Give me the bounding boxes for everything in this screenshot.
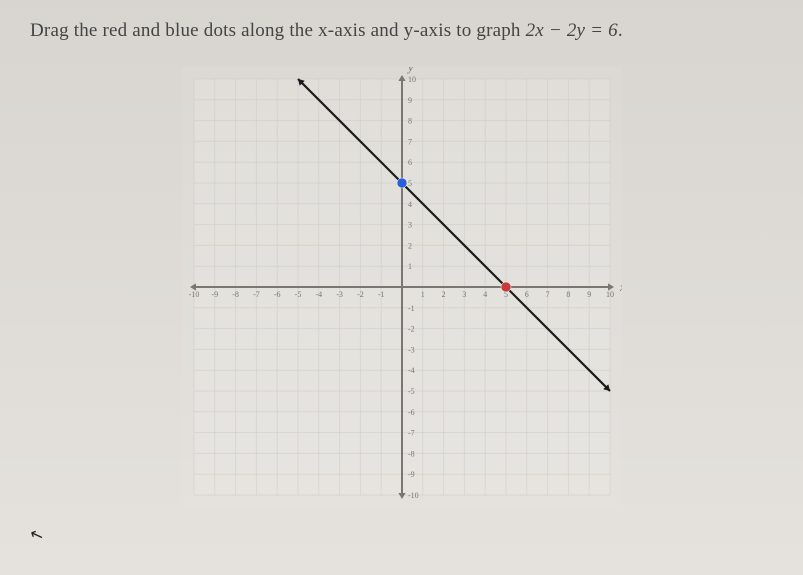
y-tick-label: 1	[408, 262, 412, 271]
y-tick-label: -10	[408, 491, 419, 500]
red-dot[interactable]	[501, 282, 511, 292]
y-tick-label: 8	[408, 117, 412, 126]
x-tick-label: -9	[211, 290, 218, 299]
cursor-icon: ↖	[27, 523, 46, 546]
y-tick-label: -3	[408, 345, 415, 354]
y-tick-label: -5	[408, 387, 415, 396]
x-tick-label: -3	[336, 290, 343, 299]
x-tick-label: -10	[188, 290, 199, 299]
x-tick-label: -6	[273, 290, 280, 299]
x-tick-label: -8	[232, 290, 239, 299]
instruction-prefix: Drag the red and blue dots along the x-a…	[30, 20, 526, 41]
x-tick-label: 7	[545, 290, 549, 299]
instruction-text: Drag the red and blue dots along the x-a…	[30, 20, 773, 42]
y-tick-label: 5	[408, 179, 412, 188]
y-axis-arrow-down	[398, 493, 405, 499]
x-tick-label: 2	[441, 290, 445, 299]
graph-svg: -10 -9 -8 -7 -6 -5 -4 -3 -2 -1 1 2 3 4 5 6 7 8 9 10 -10 -9 -8 -…	[182, 67, 622, 507]
y-tick-label: 9	[408, 96, 412, 105]
y-tick-label: 2	[408, 241, 412, 250]
y-tick-label: -7	[408, 429, 415, 438]
blue-dot[interactable]	[397, 178, 407, 188]
y-tick-label: 6	[408, 158, 412, 167]
x-tick-label: 1	[420, 290, 424, 299]
x-tick-label: 4	[483, 290, 487, 299]
x-tick-label: -4	[315, 290, 322, 299]
y-tick-label: -2	[408, 325, 415, 334]
y-tick-label: -6	[408, 408, 415, 417]
coordinate-graph[interactable]: -10 -9 -8 -7 -6 -5 -4 -3 -2 -1 1 2 3 4 5 6 7 8 9 10 -10 -9 -8 -…	[182, 67, 622, 507]
x-tick-label: 3	[462, 290, 466, 299]
x-tick-label: 10	[606, 290, 614, 299]
x-tick-label: -7	[253, 290, 260, 299]
y-axis-arrow-up	[398, 75, 405, 81]
y-tick-label: 7	[408, 137, 412, 146]
x-axis-label: x	[619, 280, 622, 294]
graph-container: -10 -9 -8 -7 -6 -5 -4 -3 -2 -1 1 2 3 4 5 6 7 8 9 10 -10 -9 -8 -…	[30, 67, 773, 507]
instruction-suffix: .	[618, 20, 623, 41]
x-tick-label: -5	[294, 290, 301, 299]
y-tick-label: -8	[408, 449, 415, 458]
y-tick-label: -9	[408, 470, 415, 479]
x-tick-label: 8	[566, 290, 570, 299]
y-tick-label: -4	[408, 366, 415, 375]
y-axis-label: y	[407, 67, 414, 74]
y-tick-label: 3	[408, 221, 412, 230]
x-tick-label: 6	[524, 290, 528, 299]
instruction-equation: 2x − 2y = 6	[526, 20, 618, 41]
y-tick-label: 4	[408, 200, 412, 209]
y-tick-label: -1	[408, 304, 415, 313]
x-tick-label: -2	[357, 290, 364, 299]
x-tick-label: 9	[587, 290, 591, 299]
y-tick-label: 10	[408, 75, 416, 84]
x-tick-label: -1	[377, 290, 384, 299]
